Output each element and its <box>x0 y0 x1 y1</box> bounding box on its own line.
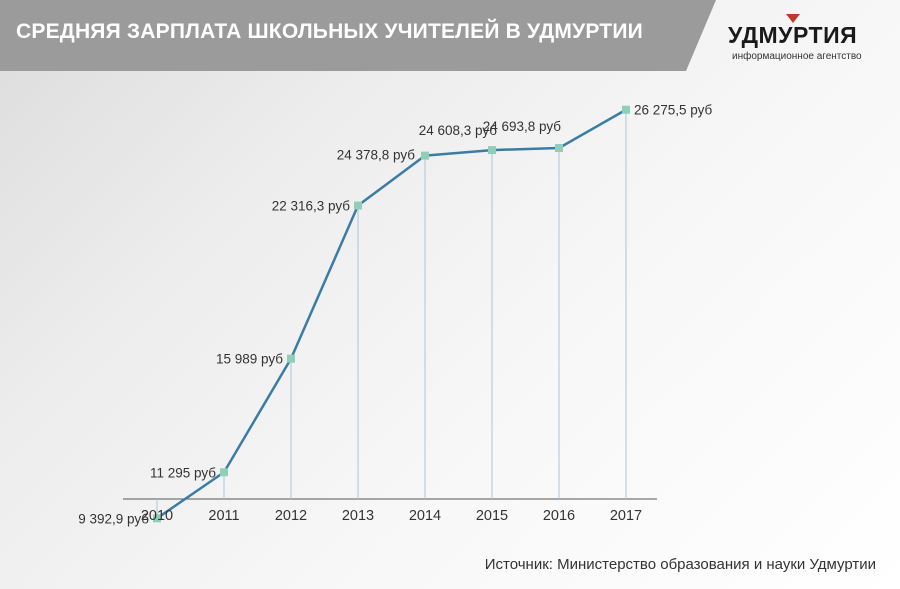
data-label-2016: 24 693,8 руб <box>483 119 562 134</box>
data-point-2011 <box>220 468 228 477</box>
x-tick-label-2015: 2015 <box>476 508 508 524</box>
x-tick-label-2014: 2014 <box>409 508 441 524</box>
page-title: СРЕДНЯЯ ЗАРПЛАТА ШКОЛЬНЫХ УЧИТЕЛЕЙ В УДМ… <box>16 20 643 43</box>
source-note: Источник: Министерство образования и нау… <box>484 556 876 573</box>
logo-subtitle: информационное агентство <box>732 51 862 62</box>
header-bar <box>0 0 716 71</box>
data-label-2011: 11 295 руб <box>150 465 216 480</box>
x-tick-label-2012: 2012 <box>275 508 307 524</box>
series-line <box>156 108 627 520</box>
logo: УДМУРТИЯ информационное агентство <box>726 14 886 66</box>
logo-mark-icon <box>786 14 800 23</box>
header: СРЕДНЯЯ ЗАРПЛАТА ШКОЛЬНЫХ УЧИТЕЛЕЙ В УДМ… <box>0 0 900 71</box>
data-point-2010 <box>153 514 161 523</box>
data-label-2014: 24 378,8 руб <box>337 148 416 163</box>
data-label-2017: 26 275,5 руб <box>634 103 713 118</box>
data-point-2014 <box>421 151 429 160</box>
x-tick-label-2016: 2016 <box>543 508 575 524</box>
header-bar-shape <box>0 0 716 71</box>
data-label-2012: 15 989 руб <box>216 352 283 367</box>
data-point-2013 <box>354 201 362 210</box>
x-tick-label-2011: 2011 <box>208 508 239 524</box>
data-label-2015: 24 608,3 руб <box>419 123 498 138</box>
x-tick-label-2010: 2010 <box>141 508 173 524</box>
logo-name: УДМУРТИЯ <box>728 22 858 48</box>
data-point-2016 <box>555 144 563 153</box>
data-label-2010: 9 392,9 руб <box>78 511 149 526</box>
data-label-2013: 22 316,3 руб <box>272 199 351 214</box>
data-point-2015 <box>488 146 496 155</box>
logo-mark-shape <box>786 14 800 23</box>
data-point-2012 <box>287 354 295 363</box>
x-tick-label-2017: 2017 <box>610 508 642 524</box>
x-tick-label-2013: 2013 <box>342 508 374 524</box>
data-point-2017 <box>622 105 630 114</box>
